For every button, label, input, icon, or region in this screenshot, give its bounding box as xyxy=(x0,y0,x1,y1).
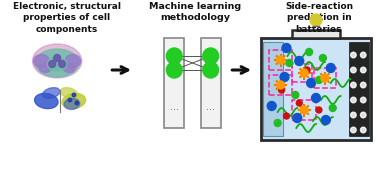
Circle shape xyxy=(351,82,356,88)
Ellipse shape xyxy=(36,49,79,77)
Circle shape xyxy=(321,74,329,82)
Circle shape xyxy=(274,119,281,127)
Circle shape xyxy=(311,93,321,103)
Circle shape xyxy=(203,62,218,78)
Circle shape xyxy=(49,61,56,67)
Circle shape xyxy=(361,82,366,88)
Text: Electronic, structural
properties of cell
components: Electronic, structural properties of cel… xyxy=(13,2,121,34)
Circle shape xyxy=(310,14,322,26)
Circle shape xyxy=(293,114,302,122)
Bar xyxy=(164,38,184,128)
Circle shape xyxy=(280,72,289,82)
Circle shape xyxy=(267,101,276,111)
Circle shape xyxy=(286,59,293,67)
Circle shape xyxy=(279,87,285,93)
Ellipse shape xyxy=(64,98,80,109)
Ellipse shape xyxy=(39,64,51,72)
Ellipse shape xyxy=(62,93,85,109)
Circle shape xyxy=(72,93,76,97)
Text: Machine learning
methodology: Machine learning methodology xyxy=(149,2,241,22)
Text: ···: ··· xyxy=(206,105,215,115)
Circle shape xyxy=(321,116,330,124)
Circle shape xyxy=(319,54,326,62)
Circle shape xyxy=(361,52,366,58)
Circle shape xyxy=(68,98,72,102)
Circle shape xyxy=(75,101,79,105)
Circle shape xyxy=(329,104,336,111)
Circle shape xyxy=(282,43,291,53)
Circle shape xyxy=(361,112,366,118)
Circle shape xyxy=(59,61,65,67)
Circle shape xyxy=(316,77,322,83)
Ellipse shape xyxy=(63,64,75,72)
Ellipse shape xyxy=(34,54,49,67)
Circle shape xyxy=(351,97,356,103)
Circle shape xyxy=(304,67,310,73)
Text: Side-reaction
prediction in
batteries: Side-reaction prediction in batteries xyxy=(285,2,353,34)
Bar xyxy=(269,50,292,70)
Circle shape xyxy=(351,67,356,73)
Circle shape xyxy=(351,112,356,118)
Circle shape xyxy=(292,91,299,98)
Ellipse shape xyxy=(65,54,81,67)
Circle shape xyxy=(306,48,313,56)
Circle shape xyxy=(316,107,322,113)
Circle shape xyxy=(203,48,218,64)
Circle shape xyxy=(300,106,308,114)
Circle shape xyxy=(54,54,60,62)
Ellipse shape xyxy=(43,88,60,98)
Bar xyxy=(263,42,282,136)
Bar xyxy=(349,42,369,136)
Circle shape xyxy=(351,127,356,133)
Circle shape xyxy=(361,97,366,103)
Circle shape xyxy=(277,56,285,64)
Circle shape xyxy=(284,113,290,119)
Bar xyxy=(292,64,312,82)
Bar xyxy=(261,38,371,140)
Ellipse shape xyxy=(34,93,58,109)
Circle shape xyxy=(277,81,285,89)
Ellipse shape xyxy=(60,88,77,98)
Bar xyxy=(201,38,220,128)
Circle shape xyxy=(166,48,182,64)
Bar xyxy=(292,100,316,120)
Circle shape xyxy=(296,100,302,106)
Circle shape xyxy=(351,52,356,58)
Circle shape xyxy=(361,67,366,73)
Ellipse shape xyxy=(47,57,67,71)
Text: ···: ··· xyxy=(170,105,179,115)
Ellipse shape xyxy=(33,44,82,78)
Bar xyxy=(269,75,292,95)
Circle shape xyxy=(300,69,308,77)
Bar xyxy=(314,68,336,88)
Circle shape xyxy=(361,127,366,133)
Circle shape xyxy=(307,78,316,88)
Circle shape xyxy=(166,62,182,78)
Bar xyxy=(292,30,339,38)
Circle shape xyxy=(295,56,304,66)
Circle shape xyxy=(326,64,335,72)
